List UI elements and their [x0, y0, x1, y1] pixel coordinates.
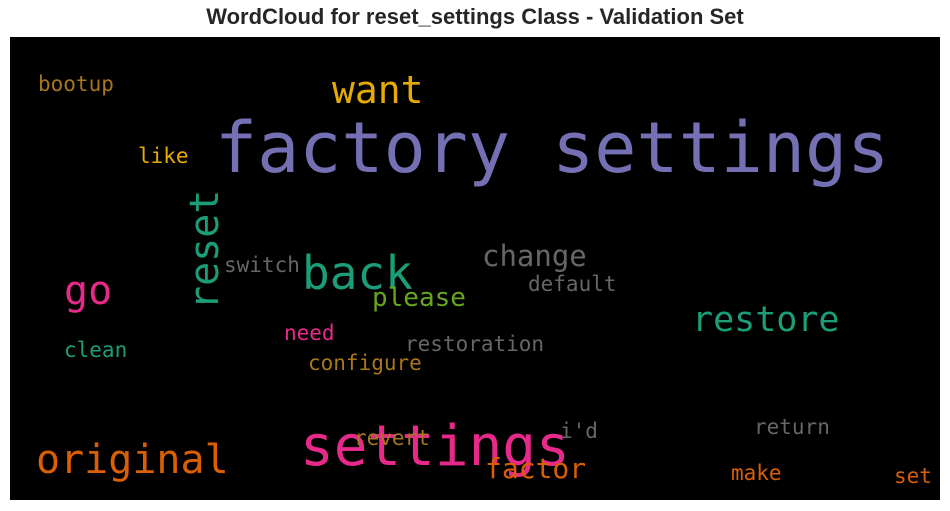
word-bootup: bootup — [38, 72, 114, 96]
word-settings: settings — [300, 414, 570, 479]
word-return: return — [754, 415, 830, 439]
word-change: change — [482, 239, 587, 273]
word-back: back — [302, 246, 413, 300]
wordcloud-canvas: factory settings settings back reset want ori… — [10, 37, 940, 500]
word-factor: factor — [485, 452, 586, 485]
chart-title: WordCloud for reset_settings Class - Val… — [206, 4, 744, 29]
word-like: like — [138, 144, 189, 168]
word-clean: clean — [64, 338, 127, 362]
word-go: go — [64, 268, 112, 314]
word-reset: reset — [182, 190, 228, 310]
wordcloud-svg: factory settings settings back reset want ori… — [36, 68, 932, 488]
word-default: default — [528, 272, 617, 296]
word-set: set — [894, 464, 932, 488]
word-restore: restore — [692, 300, 840, 340]
word-restoration: restoration — [405, 332, 544, 356]
word-factory-settings: factory settings — [215, 107, 889, 189]
word-revert: revert — [354, 426, 430, 450]
word-configure: configure — [308, 351, 422, 375]
word-switch: switch — [224, 253, 300, 277]
word-need: need — [284, 321, 335, 345]
word-want: want — [332, 68, 424, 112]
word-i-d: i'd — [560, 419, 598, 443]
word-original: original — [36, 437, 229, 483]
word-please: please — [372, 283, 466, 313]
word-make: make — [731, 461, 782, 485]
